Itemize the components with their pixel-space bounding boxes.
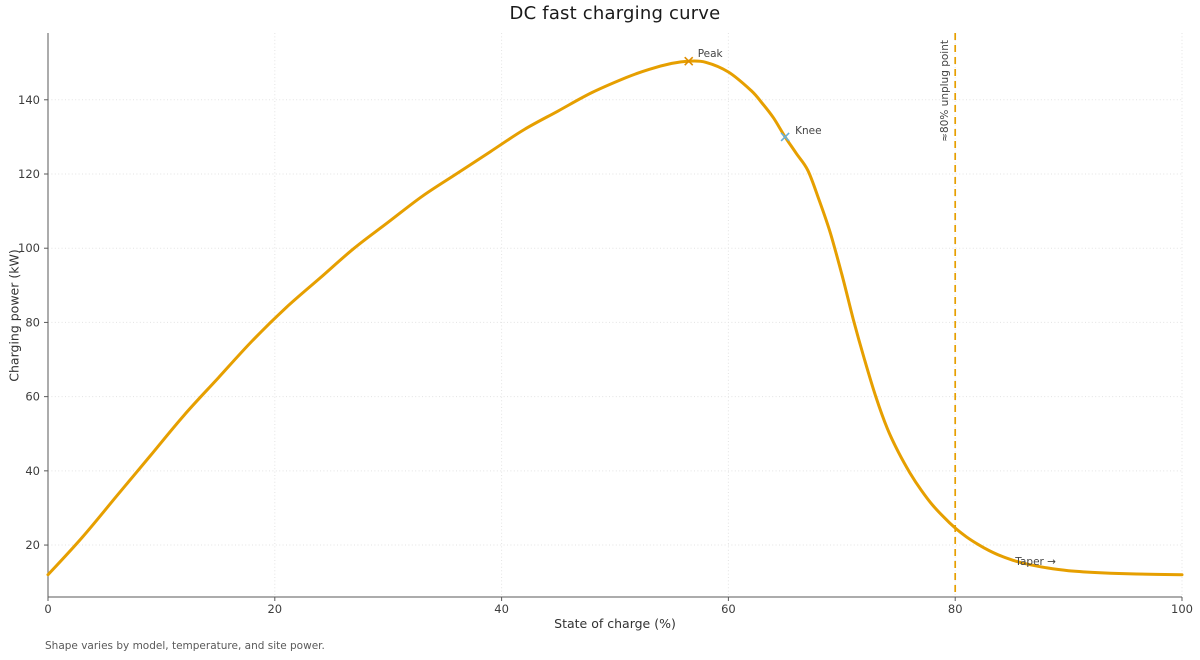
x-tick-label: 60	[721, 602, 736, 616]
charging-curve-line	[46, 59, 1184, 577]
peak-label: Peak	[698, 48, 724, 60]
y-tick-label: 60	[25, 390, 40, 404]
taper-label: Taper →	[1014, 556, 1056, 568]
chart-footnote: Shape varies by model, temperature, and …	[45, 640, 325, 652]
y-tick-label: 20	[25, 538, 40, 552]
y-tick-label: 120	[18, 167, 40, 181]
y-tick-label: 100	[18, 241, 40, 255]
x-tick-label: 80	[948, 602, 963, 616]
knee-marker-stroke	[780, 132, 790, 142]
x-tick-label: 20	[267, 602, 282, 616]
y-tick-label: 80	[25, 315, 40, 329]
knee-label: Knee	[795, 125, 821, 137]
peak-marker-stroke	[684, 56, 694, 66]
x-axis-label: State of charge (%)	[554, 616, 676, 631]
x-tick-label: 40	[494, 602, 509, 616]
peak-marker	[684, 56, 694, 66]
x-tick-label: 0	[44, 602, 51, 616]
y-tick-label: 40	[25, 464, 40, 478]
chart-title: DC fast charging curve	[509, 3, 721, 24]
x-tick-label: 100	[1171, 602, 1193, 616]
unplug-threshold-label: ≈80% unplug point	[939, 40, 951, 142]
y-tick-label: 140	[18, 93, 40, 107]
knee-marker	[780, 132, 790, 142]
